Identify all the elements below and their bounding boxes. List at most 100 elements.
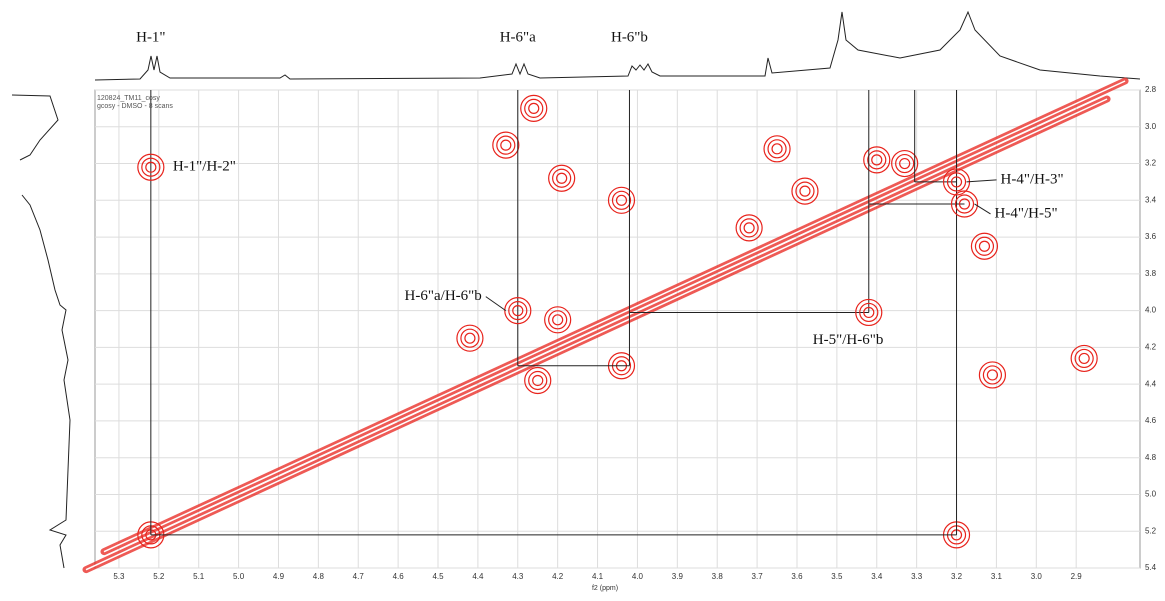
contour-ring: [520, 94, 548, 122]
contour-ring: [978, 361, 1007, 389]
y-tick-label: 4.6: [1145, 416, 1157, 425]
contour-ring: [986, 369, 999, 381]
contour-ring: [464, 332, 476, 344]
cross-peak: [763, 135, 791, 163]
contour-ring: [795, 181, 815, 201]
y-tick-label: 4.8: [1145, 453, 1157, 462]
top-projection: [94, 10, 1141, 81]
cross-peak: [544, 306, 572, 334]
y-tick-label: 4.4: [1145, 379, 1157, 388]
x-tick-label: 5.1: [193, 572, 205, 581]
x-tick-label: 2.9: [1071, 572, 1083, 581]
cross-peak: [607, 186, 636, 214]
contour-ring: [552, 314, 564, 326]
x-tick-label: 4.8: [313, 572, 325, 581]
contour-ring: [771, 143, 783, 155]
contour-ring: [611, 190, 632, 210]
x-tick-label: 3.3: [911, 572, 923, 581]
contour-ring: [739, 218, 759, 238]
cross-peak: [863, 146, 891, 174]
contour-ring: [767, 139, 787, 159]
contour-ring: [1070, 344, 1098, 373]
contour-ring: [524, 98, 544, 118]
cross-peak: [520, 94, 548, 122]
contour-ring: [950, 176, 963, 188]
x-tick-label: 4.0: [632, 572, 644, 581]
x-tick-label: 3.5: [831, 572, 843, 581]
cross-peak: [524, 366, 552, 395]
contour-ring: [456, 324, 484, 352]
cross-peak: [970, 232, 999, 260]
contour-ring: [524, 366, 552, 395]
cross-peak: [548, 164, 576, 192]
x-tick-label: 5.0: [233, 572, 245, 581]
contour-ring: [970, 232, 999, 260]
x-tick-label: 5.2: [153, 572, 165, 581]
contour-ring: [735, 214, 763, 242]
contour-ring: [791, 177, 819, 205]
x-tick-label: 3.9: [672, 572, 684, 581]
contour-ring: [508, 301, 528, 321]
y-tick-label: 3.2: [1145, 159, 1157, 168]
x-tick-label: 4.7: [353, 572, 365, 581]
annotation: H-4"/H-3": [1001, 171, 1064, 187]
y-tick-label: 5.0: [1145, 490, 1157, 499]
contour-ring: [460, 328, 480, 348]
contour-ring: [500, 139, 512, 151]
annotation: H-4"/H-5": [995, 205, 1058, 221]
contour-ring: [492, 131, 520, 159]
cross-peak: [456, 324, 484, 352]
contour-ring: [863, 306, 875, 319]
contour-ring: [528, 102, 540, 114]
y-tick-label: 2.8: [1145, 85, 1157, 94]
contour-ring: [496, 135, 516, 155]
contour-ring: [891, 149, 919, 178]
contour-ring: [743, 222, 755, 234]
cross-peak: [891, 149, 919, 178]
x-tick-label: 4.9: [273, 572, 285, 581]
y-tick-label: 3.8: [1145, 269, 1157, 278]
contour-ring: [946, 172, 967, 192]
x-tick-label: 3.8: [712, 572, 724, 581]
contour-ring: [950, 190, 979, 218]
contour-ring: [871, 154, 883, 166]
contour-ring: [548, 164, 576, 192]
leader-line: [966, 179, 997, 183]
contour-ring: [954, 194, 975, 214]
contour-ring: [895, 153, 915, 174]
annotation: H-1"/H-2": [173, 159, 236, 175]
top-label: H-1": [136, 29, 165, 45]
contour-ring: [532, 374, 544, 387]
contour-ring: [899, 157, 911, 170]
x-tick-label: 3.2: [951, 572, 963, 581]
marks: [82, 77, 1129, 574]
x-tick-label: 3.1: [991, 572, 1003, 581]
top-label: H-6"a: [500, 29, 536, 45]
x-tick-label: 5.3: [113, 572, 125, 581]
x-tick-label: 3.7: [752, 572, 764, 581]
x-tick-label: 4.2: [552, 572, 564, 581]
contour-ring: [548, 310, 568, 330]
grid: 5.3 5.2 5.1 5.0 4.9 4.8 4.7 4.6 4.5 4.4 4.3 4.2 4.1 4…: [95, 85, 1157, 581]
x-tick-label: 4.4: [472, 572, 484, 581]
y-tick-label: 4.0: [1145, 306, 1157, 315]
x-axis-label: f2 (ppm): [592, 585, 618, 592]
leader-line: [974, 203, 991, 215]
contour-ring: [512, 305, 524, 317]
contour-ring: [763, 135, 791, 163]
contour-ring: [145, 161, 157, 173]
cross-peak: [504, 297, 532, 325]
cross-peak: [137, 153, 165, 181]
contour-ring: [1074, 348, 1094, 369]
cross-peak: [735, 214, 763, 242]
contour-ring: [855, 298, 883, 327]
contour-ring: [137, 153, 165, 181]
left-projection: [11, 94, 71, 569]
cross-peak: [950, 190, 979, 218]
cross-peak: [855, 298, 883, 327]
contour-ring: [607, 186, 636, 214]
cross-peak: [492, 131, 520, 159]
contour-ring: [556, 172, 568, 184]
diagonal-ridge-core: [103, 80, 1126, 553]
